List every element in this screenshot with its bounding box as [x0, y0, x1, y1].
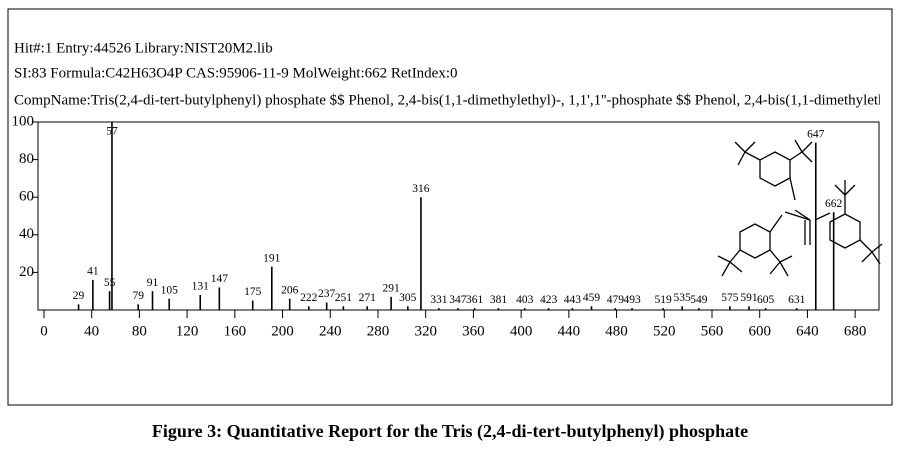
peak-label: 131: [192, 281, 210, 293]
x-tick-label: 160: [224, 323, 247, 339]
x-tick-label: 680: [844, 323, 867, 339]
peak-label: 459: [583, 292, 601, 304]
y-tick-label: 100: [12, 113, 35, 129]
x-tick-label: 400: [510, 323, 533, 339]
peak-label: 251: [335, 292, 353, 304]
x-tick-label: 80: [132, 323, 147, 339]
peak-label: 361: [466, 294, 484, 306]
x-tick-label: 280: [367, 323, 390, 339]
peak-label: 479: [607, 294, 625, 306]
x-tick-label: 360: [462, 323, 485, 339]
peak-label: 147: [211, 273, 229, 285]
peak-label: 647: [807, 128, 825, 140]
x-tick-label: 640: [796, 323, 819, 339]
x-tick-label: 520: [653, 323, 676, 339]
peak-label: 55: [104, 277, 116, 289]
x-tick-label: 200: [271, 323, 294, 339]
peak-label: 237: [318, 288, 336, 300]
peak-label: 535: [674, 292, 692, 304]
peak-label: 519: [654, 294, 672, 306]
y-tick-label: 40: [19, 226, 34, 242]
y-tick-label: 20: [19, 264, 34, 280]
peak-label: 331: [430, 294, 448, 306]
peak-label: 381: [490, 294, 508, 306]
peak-label: 291: [382, 282, 400, 294]
x-tick-label: 600: [748, 323, 771, 339]
peak-label: 222: [300, 292, 318, 304]
peak-label: 443: [564, 294, 582, 306]
peak-label: 206: [281, 284, 299, 296]
peak-label: 423: [540, 294, 558, 306]
peak-label: 271: [359, 292, 377, 304]
info-line: CompName:Tris(2,4-di-tert-butylphenyl) p…: [14, 92, 900, 108]
peak-label: 79: [132, 290, 144, 302]
peak-label: 29: [73, 290, 85, 302]
peak-label: 347: [449, 294, 467, 306]
peak-label: 549: [690, 294, 708, 306]
peak-label: 605: [757, 294, 775, 306]
peak-label: 493: [623, 294, 641, 306]
peak-label: 305: [399, 292, 417, 304]
peak-label: 57: [106, 126, 118, 138]
y-tick-label: 60: [19, 189, 34, 205]
x-tick-label: 560: [701, 323, 724, 339]
peak-label: 591: [740, 292, 758, 304]
x-tick-label: 320: [414, 323, 437, 339]
x-tick-label: 40: [84, 323, 99, 339]
x-tick-label: 0: [40, 323, 48, 339]
peak-label: 662: [825, 198, 843, 210]
structure: [717, 139, 883, 277]
x-tick-label: 240: [319, 323, 342, 339]
peak-label: 41: [87, 266, 99, 278]
caption: Figure 3: Quantitative Report for the Tr…: [152, 421, 748, 442]
info-line: SI:83 Formula:C42H63O4P CAS:95906-11-9 M…: [14, 65, 458, 81]
peak-label: 316: [412, 183, 430, 195]
info-line: Hit#:1 Entry:44526 Library:NIST20M2.lib: [14, 40, 273, 56]
x-tick-label: 480: [605, 323, 628, 339]
peak-label: 403: [516, 294, 534, 306]
x-tick-label: 440: [558, 323, 581, 339]
plot-frame: [37, 121, 880, 311]
peak-label: 91: [147, 277, 159, 289]
peak-label: 175: [244, 286, 262, 298]
peak-label: 191: [263, 252, 281, 264]
x-tick-label: 120: [176, 323, 199, 339]
peak-label: 105: [161, 284, 179, 296]
y-tick-label: 80: [19, 151, 34, 167]
peak-label: 575: [721, 292, 739, 304]
peak-label: 631: [788, 294, 806, 306]
frame: [7, 8, 893, 406]
